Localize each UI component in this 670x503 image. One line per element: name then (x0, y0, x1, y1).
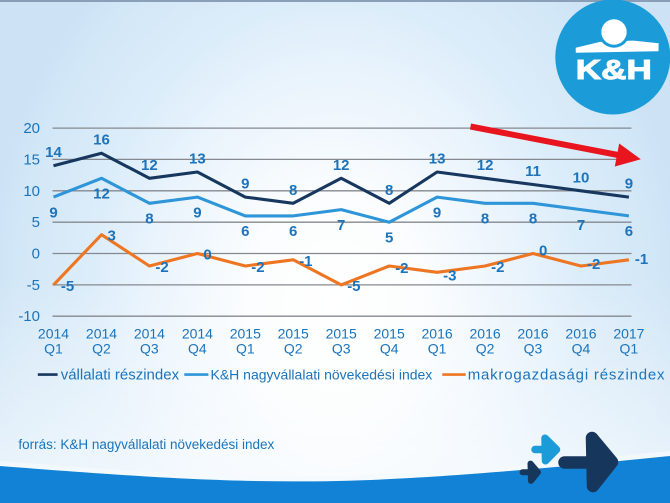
svg-text:Q1: Q1 (44, 341, 63, 357)
svg-text:2014: 2014 (134, 326, 165, 342)
svg-text:11: 11 (525, 163, 541, 180)
svg-text:12: 12 (141, 157, 158, 174)
svg-text:-2: -2 (491, 259, 504, 276)
svg-text:2014: 2014 (86, 326, 117, 342)
svg-text:Q4: Q4 (572, 341, 591, 357)
svg-text:8: 8 (385, 182, 393, 199)
svg-text:16: 16 (93, 132, 110, 149)
svg-text:makrogazdasági részindex: makrogazdasági részindex (468, 366, 666, 383)
svg-text:6: 6 (625, 223, 633, 240)
svg-text:2014: 2014 (38, 326, 69, 342)
svg-text:0: 0 (203, 247, 211, 264)
svg-text:9: 9 (433, 204, 441, 221)
svg-text:13: 13 (189, 151, 206, 168)
svg-text:2015: 2015 (230, 326, 261, 342)
svg-text:2015: 2015 (374, 326, 405, 342)
svg-text:vállalati részindex: vállalati részindex (61, 366, 180, 383)
svg-text:Q4: Q4 (380, 341, 399, 357)
svg-text:6: 6 (289, 223, 297, 240)
svg-text:-10: -10 (18, 308, 40, 325)
svg-text:9: 9 (193, 204, 201, 221)
svg-text:-5: -5 (27, 277, 40, 294)
svg-text:-2: -2 (587, 256, 600, 273)
svg-text:5: 5 (385, 230, 393, 247)
svg-text:0: 0 (32, 246, 40, 263)
svg-text:-1: -1 (635, 251, 648, 268)
svg-text:0: 0 (539, 243, 547, 260)
svg-text:12: 12 (477, 157, 494, 174)
svg-text:10: 10 (23, 183, 40, 200)
svg-text:8: 8 (289, 182, 297, 199)
svg-text:-5: -5 (61, 278, 74, 295)
svg-text:forrás: K&H nagyvállalati növe: forrás: K&H nagyvállalati növekedési ind… (18, 437, 274, 452)
svg-text:6: 6 (241, 223, 249, 240)
svg-text:K&H: K&H (576, 54, 652, 85)
svg-text:14: 14 (45, 144, 62, 161)
svg-text:2015: 2015 (326, 326, 357, 342)
svg-text:9: 9 (49, 204, 57, 221)
svg-text:2016: 2016 (422, 326, 453, 342)
svg-text:12: 12 (333, 157, 350, 174)
svg-text:12: 12 (93, 186, 110, 203)
svg-text:10: 10 (573, 169, 590, 186)
svg-text:5: 5 (32, 214, 40, 231)
svg-text:-1: -1 (299, 253, 312, 270)
svg-text:Q3: Q3 (332, 341, 351, 357)
svg-text:Q2: Q2 (284, 341, 303, 357)
svg-text:2016: 2016 (470, 326, 501, 342)
svg-text:Q4: Q4 (188, 341, 207, 357)
svg-text:Q3: Q3 (524, 341, 543, 357)
svg-text:Q1: Q1 (236, 341, 255, 357)
svg-text:8: 8 (481, 211, 489, 228)
svg-text:Q3: Q3 (140, 341, 159, 357)
svg-text:-3: -3 (443, 267, 456, 284)
svg-text:8: 8 (145, 211, 153, 228)
svg-text:Q1: Q1 (620, 341, 639, 357)
svg-text:Q1: Q1 (428, 341, 447, 357)
svg-text:9: 9 (241, 176, 249, 193)
svg-text:15: 15 (23, 151, 40, 168)
svg-text:8: 8 (529, 211, 537, 228)
svg-text:2016: 2016 (517, 326, 548, 342)
svg-text:-2: -2 (395, 260, 408, 277)
svg-text:-5: -5 (347, 278, 360, 295)
svg-text:2017: 2017 (613, 326, 644, 342)
svg-text:2014: 2014 (182, 326, 213, 342)
svg-text:-2: -2 (251, 259, 264, 276)
svg-text:K&H nagyvállalati növekedési i: K&H nagyvállalati növekedési index (211, 366, 433, 382)
svg-text:Q2: Q2 (476, 341, 495, 357)
svg-text:13: 13 (429, 151, 446, 168)
svg-text:2015: 2015 (278, 326, 309, 342)
svg-text:3: 3 (108, 228, 116, 245)
svg-text:20: 20 (23, 120, 40, 137)
svg-text:7: 7 (337, 217, 345, 234)
svg-text:Q2: Q2 (92, 341, 111, 357)
svg-text:2016: 2016 (565, 326, 596, 342)
svg-text:9: 9 (625, 176, 633, 193)
svg-text:-2: -2 (155, 259, 168, 276)
svg-text:7: 7 (577, 217, 585, 234)
